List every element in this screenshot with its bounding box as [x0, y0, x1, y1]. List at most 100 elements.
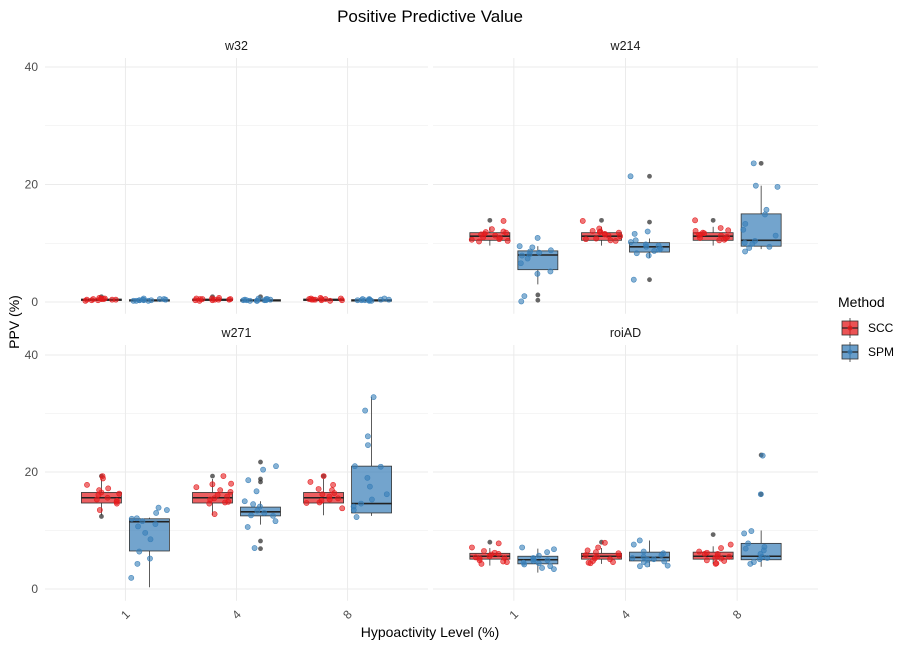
data-point-spm [377, 296, 384, 303]
x-tick-label: 1 [118, 607, 133, 622]
data-point-spm [518, 298, 525, 305]
data-point-scc [696, 548, 703, 555]
data-point-scc [503, 229, 509, 236]
data-point-scc [595, 544, 602, 551]
facet-label: roiAD [610, 326, 641, 340]
facet-label: w32 [224, 39, 248, 53]
data-point-scc [597, 228, 604, 235]
data-point-spm [134, 560, 141, 567]
data-point-scc [584, 547, 591, 554]
data-point-scc [486, 553, 493, 560]
y-tick-label: 40 [25, 348, 39, 362]
data-point-spm [245, 477, 252, 484]
y-tick-label: 20 [25, 465, 39, 479]
data-point-spm [147, 536, 154, 543]
data-point-spm [161, 296, 167, 302]
facet-label: w214 [610, 39, 641, 53]
data-point-spm [153, 510, 160, 516]
data-point-scc [697, 231, 704, 238]
data-point-spm [630, 541, 637, 548]
data-point-scc [495, 540, 502, 547]
data-point-spm [655, 242, 662, 249]
data-point-spm [257, 503, 263, 510]
data-point-spm [644, 228, 651, 235]
data-point-spm [630, 276, 637, 283]
facet-panel-w32: w32 0 20 40 [25, 39, 428, 314]
data-point-scc [727, 541, 734, 548]
data-point-spm [534, 270, 541, 277]
y-axis-title: PPV (%) [6, 295, 22, 349]
data-point-spm [142, 529, 149, 536]
data-point-scc [339, 297, 345, 304]
data-point-spm [260, 466, 266, 473]
data-point-spm [383, 491, 390, 498]
outlier-point-spm [647, 173, 652, 179]
data-point-spm [551, 546, 557, 553]
data-point-scc [220, 473, 227, 479]
data-point-spm [627, 173, 634, 180]
legend-label-spm: SPM [868, 345, 894, 359]
legend-key-point-spm [847, 349, 853, 355]
data-point-scc [209, 295, 215, 302]
data-point-scc [718, 545, 724, 551]
data-point-spm [263, 297, 269, 304]
data-point-scc [504, 237, 511, 244]
data-point-spm [254, 297, 261, 304]
outlier-point-scc [210, 473, 215, 479]
data-point-scc [481, 548, 487, 554]
data-point-scc [307, 479, 314, 485]
data-point-spm [643, 243, 650, 250]
data-point-scc [616, 552, 623, 559]
x-tick-label: 8 [340, 607, 355, 622]
data-point-scc [224, 493, 231, 500]
data-point-spm [742, 248, 748, 255]
outlier-point-spm [258, 459, 263, 465]
data-point-scc [116, 490, 123, 497]
data-point-spm [521, 561, 528, 568]
data-point-spm [536, 249, 543, 256]
data-point-spm [353, 514, 360, 520]
data-point-scc [692, 228, 699, 234]
data-point-scc [612, 237, 619, 244]
data-point-scc [482, 229, 489, 235]
outlier-point-spm [758, 160, 764, 166]
data-point-scc [617, 233, 624, 240]
data-point-scc [330, 481, 336, 488]
data-point-spm [637, 563, 643, 570]
data-point-spm [547, 247, 554, 254]
data-point-spm [664, 562, 671, 569]
data-point-scc [303, 500, 310, 506]
data-point-scc [207, 496, 214, 503]
data-point-spm [774, 183, 781, 190]
data-point-scc [113, 497, 120, 504]
data-point-scc [217, 487, 224, 494]
data-point-spm [350, 507, 357, 513]
data-point-scc [104, 494, 111, 501]
data-point-scc [82, 297, 89, 304]
data-point-spm [253, 488, 260, 495]
facet-label: w271 [221, 326, 252, 340]
data-point-scc [601, 539, 608, 546]
data-point-scc [491, 549, 498, 556]
data-point-spm [535, 560, 542, 567]
data-point-spm [516, 243, 523, 250]
data-point-spm [261, 510, 268, 516]
legend-title: Method [838, 294, 885, 310]
outlier-point-spm [535, 297, 541, 303]
data-point-spm [632, 237, 639, 244]
data-point-spm [377, 463, 384, 470]
data-point-scc [582, 236, 589, 243]
data-point-spm [741, 530, 748, 537]
data-point-spm [535, 552, 542, 559]
data-point-spm [365, 442, 371, 448]
data-point-spm [742, 220, 749, 227]
x-tick-label: 8 [730, 607, 745, 622]
data-point-spm [163, 507, 170, 513]
data-point-scc [315, 486, 322, 492]
data-point-spm [247, 297, 253, 304]
data-point-scc [318, 497, 325, 504]
data-point-scc [209, 481, 216, 488]
data-point-spm [130, 297, 137, 304]
data-point-scc [593, 549, 599, 556]
data-point-spm [636, 537, 643, 544]
